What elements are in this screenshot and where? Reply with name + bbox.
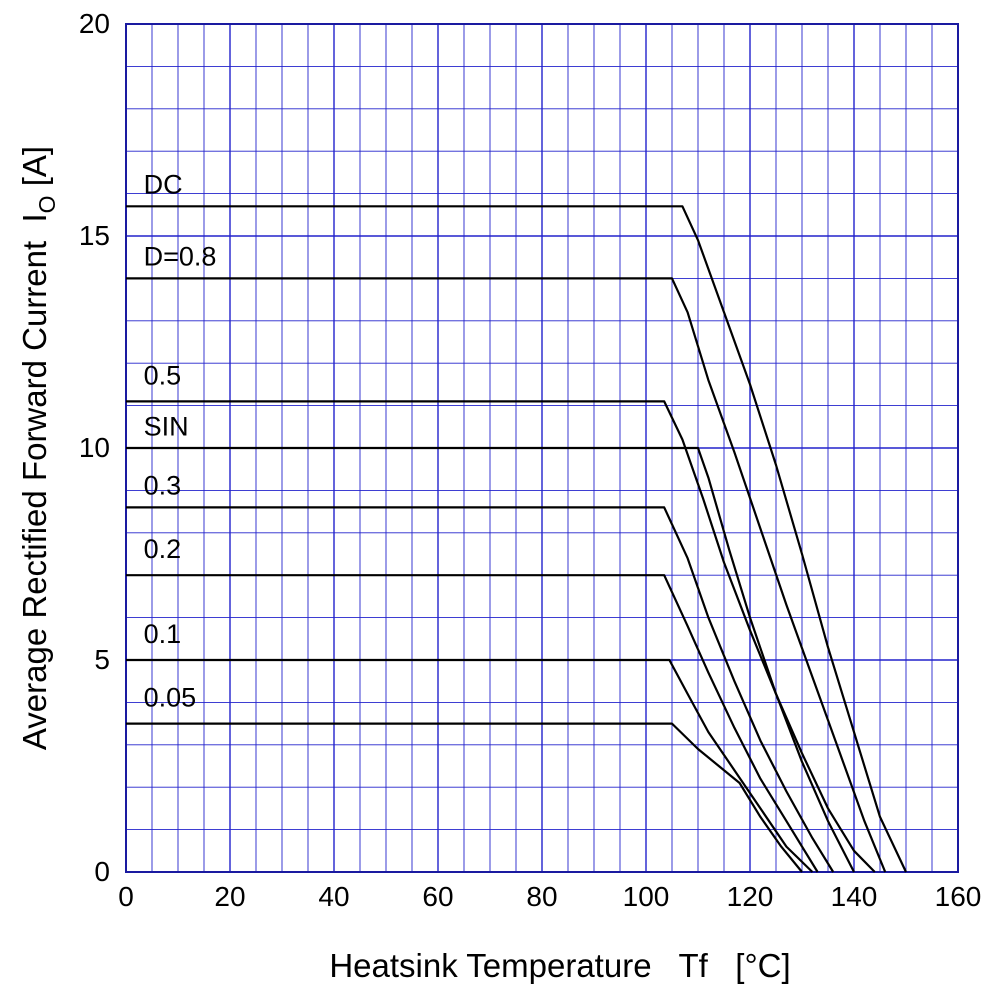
y-axis-title-main: Average Rectified Forward Current I xyxy=(16,213,53,750)
y-axis-title-unit: [A] xyxy=(16,146,53,196)
x-tick-label: 100 xyxy=(623,881,670,912)
y-tick-label: 0 xyxy=(94,856,110,887)
series-line-0-2 xyxy=(126,574,819,873)
series-line-d-0-8 xyxy=(126,277,887,873)
series-label: 0.5 xyxy=(144,360,182,390)
series-labels: DC D=0.8 0.5 SIN 0.3 0.2 0.1 0.05 xyxy=(144,170,217,713)
x-tick-label: 0 xyxy=(118,881,134,912)
series-label: D=0.8 xyxy=(144,242,217,272)
series-label: SIN xyxy=(144,411,189,441)
series-line-dc xyxy=(126,205,907,873)
y-tick-label: 10 xyxy=(79,432,110,463)
series-line-0-3 xyxy=(126,506,835,873)
x-tick-label: 160 xyxy=(935,881,982,912)
x-tick-label: 120 xyxy=(727,881,774,912)
series-line-0-05 xyxy=(126,722,803,873)
y-axis-title-subscript: O xyxy=(34,195,60,213)
x-tick-label: 140 xyxy=(831,881,878,912)
x-tick-label: 80 xyxy=(526,881,557,912)
series-label: DC xyxy=(144,170,183,200)
x-tick-label: 60 xyxy=(422,881,453,912)
x-tick-labels: 0 20 40 60 80 100 120 140 160 xyxy=(118,881,981,912)
y-axis-title: Average Rectified Forward Current IO [A] xyxy=(16,146,60,750)
series-label: 0.2 xyxy=(144,534,182,564)
series-label: 0.3 xyxy=(144,471,182,501)
series-label: 0.05 xyxy=(144,683,197,713)
y-tick-label: 20 xyxy=(79,8,110,39)
y-tick-label: 15 xyxy=(79,220,110,251)
x-tick-label: 20 xyxy=(214,881,245,912)
series-line-0-1 xyxy=(126,658,814,873)
series-label: 0.1 xyxy=(144,619,182,649)
series-lines xyxy=(126,205,907,873)
y-tick-label: 5 xyxy=(94,644,110,675)
y-tick-labels: 0 5 10 15 20 xyxy=(79,8,110,887)
series-line-sin xyxy=(126,446,855,873)
x-tick-label: 40 xyxy=(318,881,349,912)
series-line-0-5 xyxy=(126,400,876,873)
x-axis-title: Heatsink Temperature Tf [°C] xyxy=(329,947,790,984)
